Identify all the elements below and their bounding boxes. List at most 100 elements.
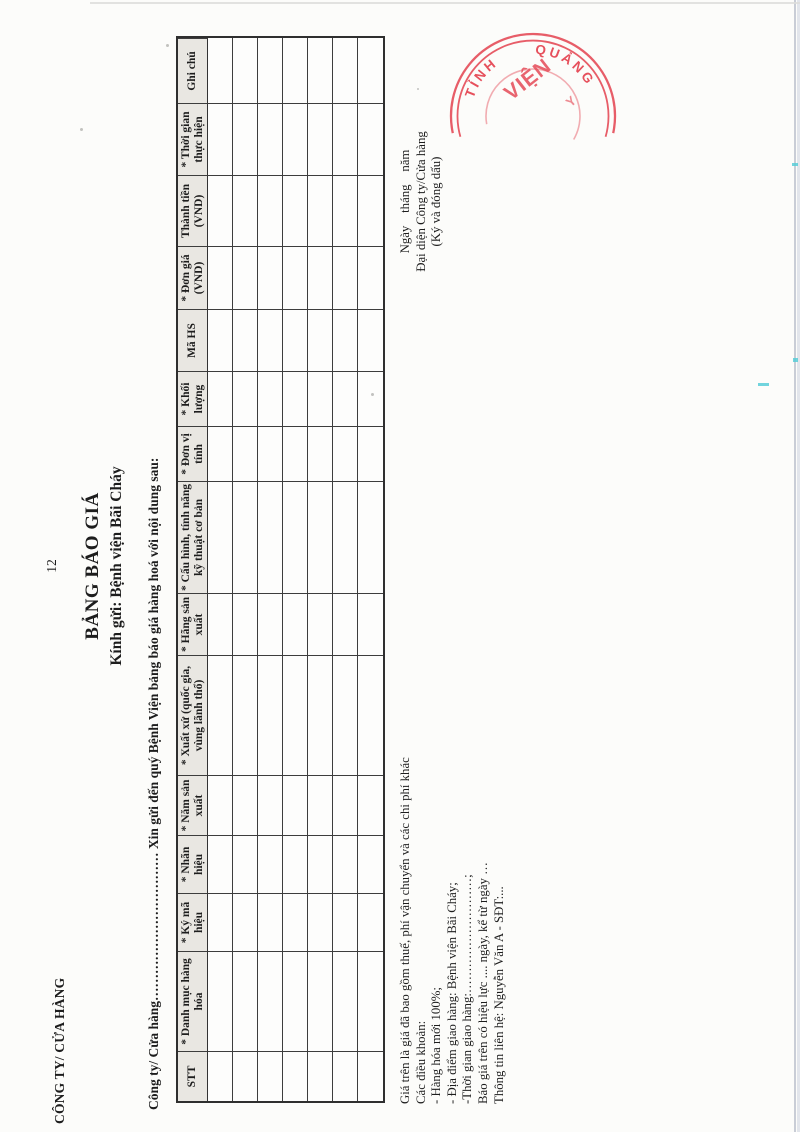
- table-cell-empty: [358, 593, 383, 655]
- table-cell-empty: [208, 893, 233, 951]
- note-line: Các điều khoản:: [413, 1020, 428, 1104]
- table-cell-empty: [333, 309, 358, 371]
- table-cell-empty: [208, 175, 233, 246]
- scan-cyan-tick: [758, 383, 769, 386]
- table-cell-empty: [258, 426, 283, 481]
- terms-notes: Giá trên là giá đã bao gồm thuế, phí vận…: [398, 757, 507, 1104]
- table-cell-empty: [258, 893, 283, 951]
- table-cell-empty: [358, 246, 383, 309]
- quote-table: STT * Danh mục hàng hóa * Ký mã hiệu * Nhãn…: [176, 36, 385, 1103]
- table-cell-empty: [283, 893, 308, 951]
- table-cell-empty: [233, 951, 258, 1051]
- recipient-line: Kính gửi: Bệnh viện Bãi Cháy: [108, 466, 125, 666]
- signature-sign-note: (Ký và đóng dấu): [429, 156, 444, 247]
- table-cell-empty: [283, 246, 308, 309]
- table-cell-empty: [358, 655, 383, 775]
- table-cell-empty: [283, 775, 308, 835]
- scan-speck: [371, 393, 374, 396]
- table-cell-empty: [283, 38, 308, 103]
- table-cell-empty: [358, 1051, 383, 1101]
- table-cell-empty: [208, 103, 233, 175]
- scan-cyan-tick: [793, 358, 798, 362]
- column-header: Ghi chú: [178, 38, 208, 103]
- stamp-faint-arc: [485, 68, 581, 140]
- table-cell-empty: [308, 426, 333, 481]
- table-cell-empty: [208, 835, 233, 893]
- table-cell-empty: [358, 893, 383, 951]
- signature-date-line: Ngày tháng năm: [398, 149, 412, 254]
- table-cell-empty: [333, 951, 358, 1051]
- column-header: * Đơn giá (VND): [178, 246, 208, 309]
- table-cell-empty: [258, 593, 283, 655]
- table-cell-empty: [308, 103, 333, 175]
- column-header: Thành tiền (VND): [178, 175, 208, 246]
- document-title: BẢNG BÁO GIÁ: [82, 492, 103, 640]
- column-header: Mã HS: [178, 309, 208, 371]
- note-line: -Thời gian giao hàng:………………………;: [460, 874, 475, 1104]
- table-cell-empty: [233, 481, 258, 593]
- table-cell-empty: [233, 1051, 258, 1101]
- table-cell-empty: [308, 593, 333, 655]
- table-cell-empty: [283, 371, 308, 426]
- table-cell-empty: [233, 103, 258, 175]
- table-cell-empty: [258, 175, 283, 246]
- table-cell-empty: [233, 371, 258, 426]
- scan-speck: [166, 44, 169, 47]
- column-header: * Cấu hình, tính năng kỹ thuật cơ bản: [178, 481, 208, 593]
- column-header: * Khối lượng: [178, 371, 208, 426]
- table-cell-empty: [308, 775, 333, 835]
- table-cell-empty: [233, 893, 258, 951]
- stamp-center-text: VIỆN: [499, 53, 556, 105]
- signature-representative: Đại diện Công ty/Cửa hàng: [413, 131, 428, 272]
- table-cell-empty: [258, 309, 283, 371]
- table-cell-empty: [208, 38, 233, 103]
- table-cell-empty: [333, 103, 358, 175]
- table-cell-empty: [333, 371, 358, 426]
- table-cell-empty: [258, 481, 283, 593]
- table-cell-empty: [358, 481, 383, 593]
- table-cell-empty: [258, 655, 283, 775]
- signature-block: Ngày tháng năm Đại diện Công ty/Cửa hàng…: [398, 114, 445, 289]
- table-cell-empty: [208, 246, 233, 309]
- table-cell-empty: [208, 593, 233, 655]
- table-cell-empty: [358, 951, 383, 1051]
- intro-line: Công ty/ Cửa hàng…………………………… Xin gửi đến…: [146, 457, 161, 1110]
- table-cell-empty: [208, 1051, 233, 1101]
- table-cell-empty: [333, 835, 358, 893]
- table-cell-empty: [233, 426, 258, 481]
- page-number: 12: [44, 559, 59, 573]
- table-cell-empty: [333, 1051, 358, 1101]
- table-cell-empty: [208, 655, 233, 775]
- column-header: * Nhãn hiệu: [178, 835, 208, 893]
- table-cell-empty: [283, 655, 308, 775]
- table-cell-empty: [308, 893, 333, 951]
- table-cell-empty: [308, 481, 333, 593]
- scan-top-edge: [90, 2, 800, 4]
- table-cell-empty: [233, 593, 258, 655]
- table-cell-empty: [233, 246, 258, 309]
- table-cell-empty: [233, 309, 258, 371]
- table-cell-empty: [258, 103, 283, 175]
- column-header: * Danh mục hàng hóa: [178, 951, 208, 1051]
- table-cell-empty: [208, 371, 233, 426]
- table-cell-empty: [358, 38, 383, 103]
- column-header: STT: [178, 1051, 208, 1101]
- table-cell-empty: [333, 246, 358, 309]
- column-header: * Thời gian thực hiện: [178, 103, 208, 175]
- table-cell-empty: [208, 775, 233, 835]
- table-cell-empty: [308, 655, 333, 775]
- column-header: * Năm sản xuất: [178, 775, 208, 835]
- note-line: - Hàng hóa mới 100%;: [429, 987, 444, 1104]
- table-cell-empty: [308, 951, 333, 1051]
- table-cell-empty: [208, 481, 233, 593]
- table-cell-empty: [308, 835, 333, 893]
- table-cell-empty: [258, 835, 283, 893]
- table-cell-empty: [233, 38, 258, 103]
- column-header: * Đơn vị tính: [178, 426, 208, 481]
- table-cell-empty: [283, 309, 308, 371]
- stamp-inner-ring: [456, 39, 610, 138]
- note-line: - Địa điểm giao hàng: Bệnh viện Bãi Cháy…: [444, 882, 459, 1104]
- table-cell-empty: [283, 481, 308, 593]
